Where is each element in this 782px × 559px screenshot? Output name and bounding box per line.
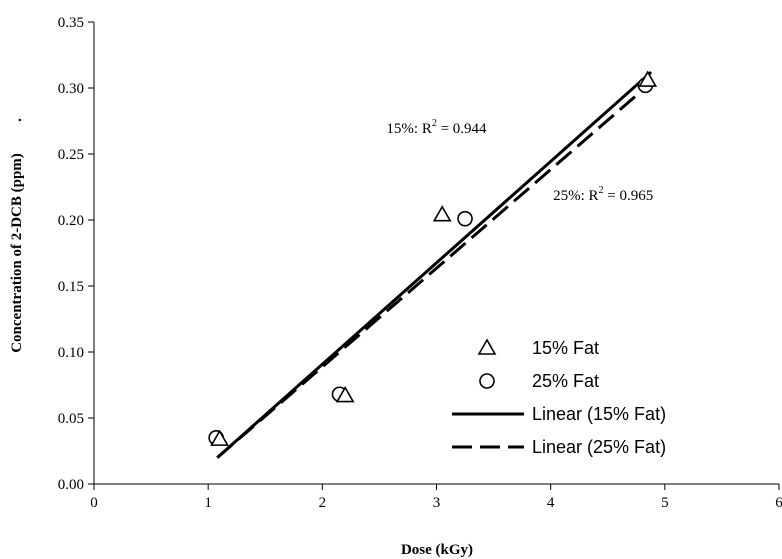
y-tick-label: 0.10 <box>58 345 84 361</box>
legend-circle-icon <box>479 373 495 389</box>
x-axis-title: Dose (kGy) <box>401 542 473 558</box>
y-axis-ticks: 0.00 0.05 0.10 0.15 0.20 0.25 0.30 0.35 <box>58 15 94 493</box>
y-tick-label: 0.15 <box>58 279 84 295</box>
trendline-25-fat <box>216 81 653 459</box>
legend-item: 15% Fat <box>477 338 599 358</box>
y-tick-label: 0.05 <box>58 411 84 427</box>
legend-label: Linear (15% Fat) <box>532 404 666 424</box>
legend-label: Linear (25% Fat) <box>532 437 666 457</box>
y-axis-title: Concentration of 2-DCB (ppm) <box>9 153 25 353</box>
marker-15-fat <box>638 70 658 87</box>
x-tick-label: 3 <box>433 495 441 511</box>
marker-15-fat <box>335 385 355 403</box>
legend-triangle-icon <box>477 338 497 355</box>
y-tick-label: 0.00 <box>58 477 84 493</box>
r-squared-label: 15%: R2 = 0.944 <box>386 118 487 137</box>
y-tick-label: 0.30 <box>58 81 84 97</box>
legend-item: Linear (25% Fat) <box>452 437 666 457</box>
y-axis-title-text: Concentration of 2-DCB (ppm) <box>9 153 25 353</box>
legend-item: 25% Fat <box>479 371 599 391</box>
legend: 15% Fat 25% Fat Linear (15% Fat) Linear (25… <box>452 338 666 457</box>
y-axis-title-suffix: . <box>9 118 25 122</box>
x-axis-ticks: 0 1 2 3 4 5 6 <box>90 484 782 511</box>
r-squared-label: 25%: R2 = 0.965 <box>553 185 653 204</box>
y-tick-label: 0.35 <box>58 15 84 31</box>
marker-15-fat <box>210 429 229 446</box>
legend-label: 15% Fat <box>532 338 599 358</box>
annotations: 15%: R2 = 0.944 25%: R2 = 0.965 <box>386 118 653 204</box>
x-tick-label: 4 <box>547 495 555 511</box>
marker-25-fat <box>457 210 473 227</box>
x-tick-label: 0 <box>90 495 98 511</box>
data-markers <box>208 70 658 446</box>
axes <box>93 22 779 485</box>
x-tick-label: 2 <box>319 495 327 511</box>
marker-15-fat <box>432 205 452 222</box>
legend-item: Linear (15% Fat) <box>452 404 666 424</box>
x-tick-label: 5 <box>661 495 669 511</box>
trendlines <box>216 71 653 459</box>
y-axis-title-dot: . <box>9 118 25 122</box>
legend-label: 25% Fat <box>532 371 599 391</box>
x-tick-label: 1 <box>204 495 212 511</box>
y-tick-label: 0.25 <box>58 147 84 163</box>
y-tick-label: 0.20 <box>58 213 84 229</box>
x-tick-label: 6 <box>775 495 782 511</box>
